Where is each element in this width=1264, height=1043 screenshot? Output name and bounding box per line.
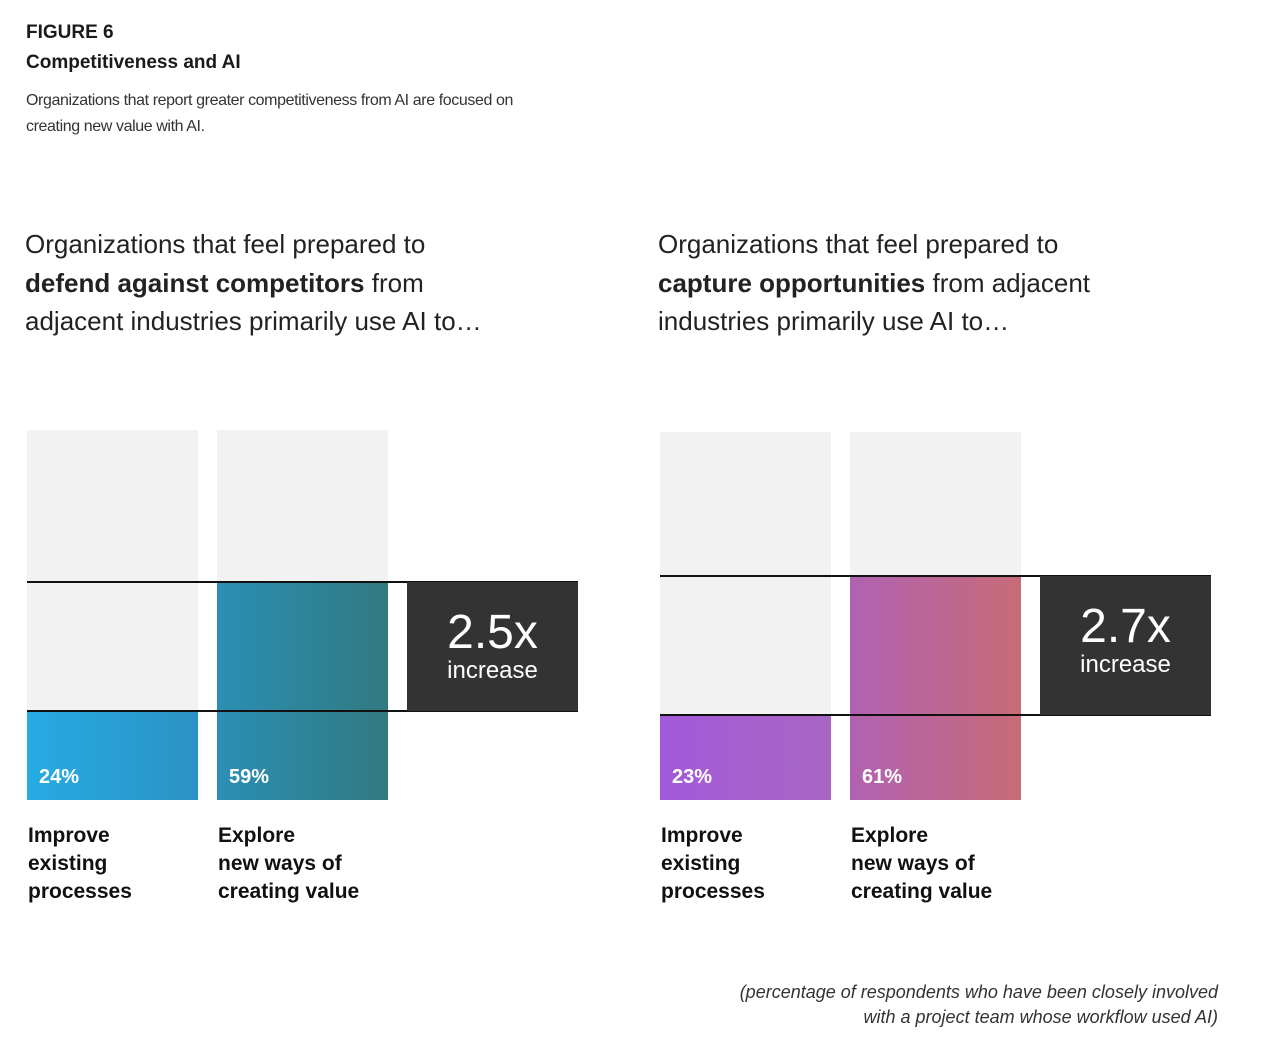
reference-line xyxy=(660,574,1211,577)
category-label: Improve existing processes xyxy=(661,824,765,903)
bar xyxy=(217,581,388,800)
value-label: 24% xyxy=(39,766,80,788)
heading-bold: capture opportunities xyxy=(658,267,926,298)
annotation-note: increase xyxy=(447,656,538,684)
figure-label: FIGURE 6 xyxy=(26,22,114,43)
title: Competitiveness and AI xyxy=(26,52,241,73)
reference-line xyxy=(27,580,578,583)
panel-heading: Organizations that feel prepared to defe… xyxy=(25,225,495,341)
annotation: 2.5x xyxy=(447,605,538,659)
heading-text: from adjacent industries primarily use A… xyxy=(658,267,1090,337)
value-label: 61% xyxy=(862,766,903,788)
annotation-note: increase xyxy=(1080,650,1171,678)
footnote: (percentage of respondents who have been… xyxy=(739,982,1218,1027)
subtitle: Organizations that report greater compet… xyxy=(26,92,514,135)
bar xyxy=(660,715,831,800)
annotation-box: 2.5x increase xyxy=(407,581,578,712)
bar xyxy=(850,575,1021,800)
reference-line xyxy=(27,710,578,713)
annotation: 2.7x xyxy=(1080,599,1171,653)
heading-text: Organizations that feel prepared to xyxy=(658,229,1059,259)
heading-bold: defend against competitors xyxy=(25,267,365,298)
value-label: 59% xyxy=(229,766,270,788)
reference-line xyxy=(660,714,1211,717)
heading-text: from adjacent industries primarily use A… xyxy=(25,267,482,337)
annotation-box: 2.7x increase xyxy=(1040,575,1211,716)
panel-heading: Organizations that feel prepared to capt… xyxy=(658,225,1128,341)
category-label: Improve existing processes xyxy=(28,824,132,903)
category-label: Explore new ways of creating value xyxy=(851,824,993,903)
category-label: Explore new ways of creating value xyxy=(218,824,360,903)
heading-text: Organizations that feel prepared to xyxy=(25,229,426,259)
bar xyxy=(27,711,198,800)
value-label: 23% xyxy=(672,766,713,788)
